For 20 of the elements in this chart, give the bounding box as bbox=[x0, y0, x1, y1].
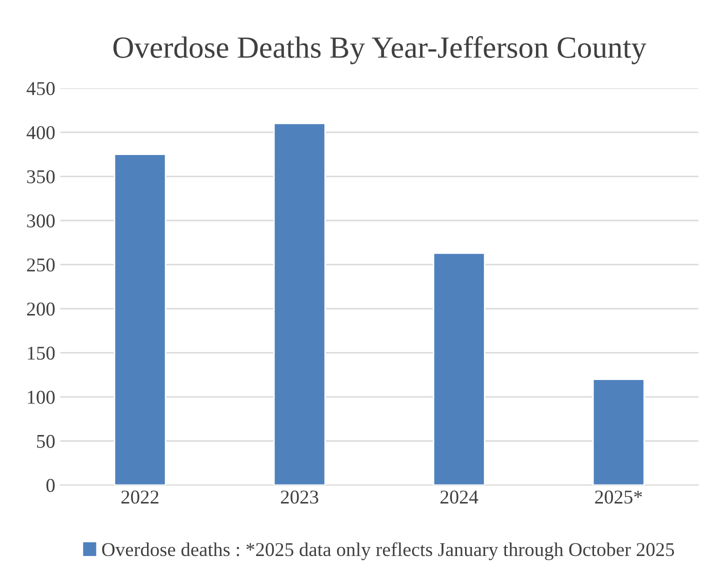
y-tick-label: 350 bbox=[27, 170, 55, 184]
y-tick-label: 400 bbox=[26, 126, 55, 140]
x-tick-label: 2022 bbox=[121, 490, 158, 504]
y-tick-label: 250 bbox=[27, 258, 55, 272]
x-tick-label: 2023 bbox=[280, 490, 318, 504]
bar bbox=[592, 378, 645, 486]
y-tick-label: 50 bbox=[37, 434, 55, 448]
y-tick-label: 150 bbox=[28, 346, 55, 360]
y-tick-label: 0 bbox=[46, 478, 55, 492]
chart-title: Overdose Deaths By Year-Jefferson County bbox=[113, 36, 646, 64]
y-tick-label: 300 bbox=[27, 214, 55, 228]
bar bbox=[432, 252, 486, 486]
y-tick-label: 100 bbox=[28, 390, 55, 404]
y-tick-label: 450 bbox=[26, 82, 55, 96]
bar bbox=[114, 154, 166, 486]
x-tick-label: 2024 bbox=[440, 490, 478, 504]
bar bbox=[273, 122, 326, 486]
legend-label: Overdose deaths : *2025 data only reflects January through October 2025 bbox=[102, 542, 674, 560]
y-tick-label: 200 bbox=[27, 302, 55, 316]
x-tick-label: 2025* bbox=[595, 490, 642, 504]
